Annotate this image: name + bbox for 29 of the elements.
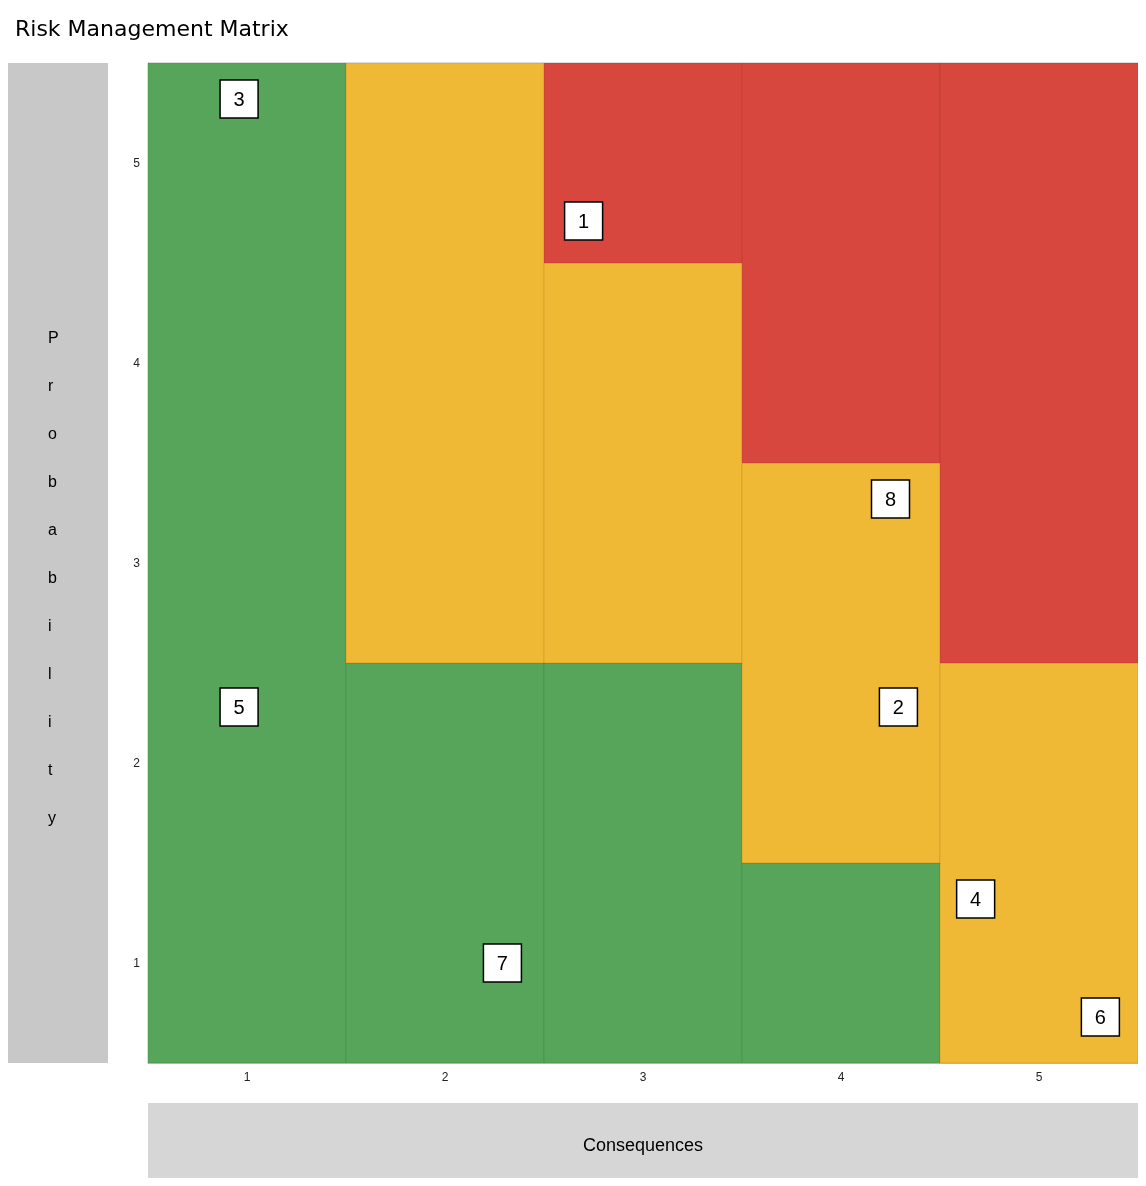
point	[219, 687, 259, 727]
y-tick-label: 1	[133, 956, 141, 970]
x-tick-label: 5	[1035, 1070, 1043, 1084]
x-tick-label: 1	[243, 1070, 251, 1084]
y-tick-label: 3	[133, 556, 141, 570]
text: Probability	[48, 328, 59, 826]
series-label: 2	[892, 696, 904, 718]
y-tick-label: 2	[133, 756, 141, 770]
y-tick-label: 4	[133, 356, 141, 370]
series-label: 1	[578, 210, 590, 232]
point	[1080, 997, 1121, 1037]
point	[482, 943, 523, 983]
series-label: 4	[970, 888, 982, 910]
chart-title: Risk Management Matrix	[15, 15, 289, 41]
x-tick-label: 3	[639, 1070, 647, 1084]
series-label: 5	[233, 696, 245, 718]
series-label: 7	[496, 952, 508, 974]
point	[563, 201, 604, 241]
series-label: 8	[884, 488, 897, 510]
point	[878, 687, 919, 727]
series-label: 3	[233, 88, 245, 110]
series-label: 6	[1094, 1006, 1106, 1028]
point	[219, 79, 259, 119]
point	[870, 479, 911, 519]
point	[955, 879, 996, 919]
x-tick-label: 2	[441, 1070, 449, 1084]
x-axis-title: Consequences	[582, 1135, 704, 1155]
x-tick-label: 4	[837, 1070, 845, 1084]
y-tick-label: 5	[133, 156, 141, 170]
